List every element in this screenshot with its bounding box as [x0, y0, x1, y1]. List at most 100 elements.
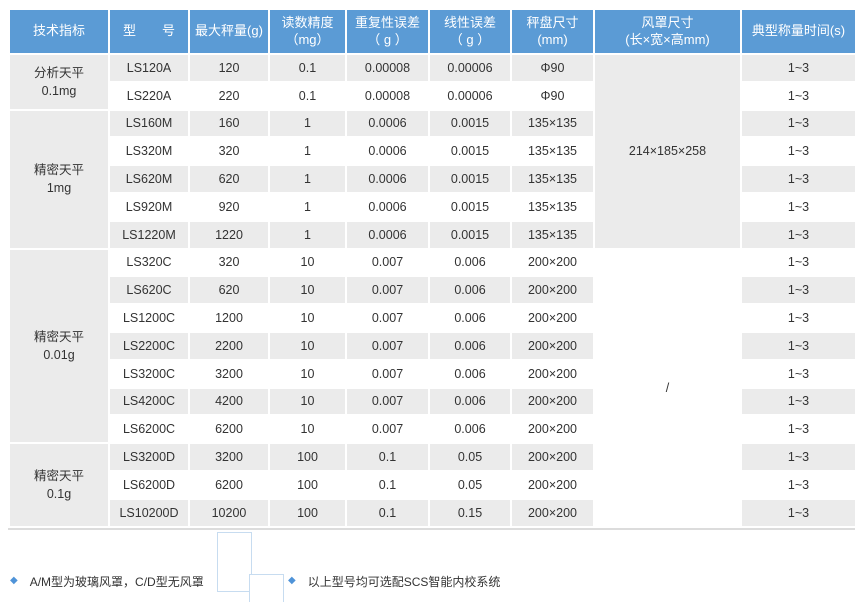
linear-cell: 0.006 [428, 330, 512, 361]
repeat-cell: 0.0006 [345, 108, 430, 139]
header-cell-7: 风罩尺寸 (长×宽×高mm) [593, 8, 742, 55]
pan-cell: 135×135 [510, 219, 595, 250]
max-cell: 3200 [188, 442, 270, 472]
table-row: LS1200C 1200 10 0.007 0.006 200×200 1~3 [9, 303, 857, 333]
table-row: LS920M 920 1 0.0006 0.0015 135×135 1~3 [9, 191, 857, 222]
repeat-cell: 0.0006 [345, 136, 430, 167]
table-row: LS6200D 6200 100 0.1 0.05 200×200 1~3 [9, 469, 857, 500]
max-cell: 120 [188, 53, 270, 83]
precision-cell: 10 [268, 275, 347, 306]
repeat-cell: 0.00008 [345, 80, 430, 111]
time-cell: 1~3 [740, 53, 857, 83]
model-cell: LS320C [108, 247, 190, 278]
max-cell: 320 [188, 136, 270, 167]
precision-cell: 100 [268, 469, 347, 500]
precision-cell: 1 [268, 219, 347, 250]
balance-spec-table: 技术指标型 号最大秤量(g) 读数精度 （mg） 重复性误差（ g ）线性误差（ g … [8, 8, 857, 528]
max-cell: 3200 [188, 358, 270, 389]
time-cell: 1~3 [740, 303, 857, 333]
header-cell-0: 技术指标 [8, 8, 110, 55]
max-cell: 920 [188, 191, 270, 222]
time-cell: 1~3 [740, 164, 857, 194]
linear-cell: 0.0015 [428, 219, 512, 250]
spec-table-wrap: 技术指标型 号最大秤量(g) 读数精度 （mg） 重复性误差（ g ）线性误差（ g … [8, 8, 857, 530]
linear-cell: 0.0015 [428, 191, 512, 222]
time-cell: 1~3 [740, 497, 857, 528]
repeat-cell: 0.0006 [345, 219, 430, 250]
precision-cell: 100 [268, 442, 347, 472]
max-cell: 10200 [188, 497, 270, 528]
linear-cell: 0.00006 [428, 53, 512, 83]
linear-cell: 0.006 [428, 358, 512, 389]
pan-cell: 200×200 [510, 386, 595, 417]
linear-cell: 0.006 [428, 414, 512, 445]
precision-cell: 0.1 [268, 80, 347, 111]
header-cell-2: 最大秤量(g) [188, 8, 270, 55]
time-cell: 1~3 [740, 80, 857, 111]
repeat-cell: 0.0006 [345, 191, 430, 222]
model-cell: LS2200C [108, 330, 190, 361]
pan-cell: 200×200 [510, 247, 595, 278]
model-cell: LS220A [108, 80, 190, 111]
model-cell: LS320M [108, 136, 190, 167]
pan-cell: 200×200 [510, 358, 595, 389]
time-cell: 1~3 [740, 330, 857, 361]
table-row: LS6200C 6200 10 0.007 0.006 200×200 1~3 [9, 414, 857, 445]
header-cell-6: 秤盘尺寸 (mm) [510, 8, 595, 55]
time-cell: 1~3 [740, 442, 857, 472]
group-cell: 精密天平 0.01g [8, 247, 110, 445]
repeat-cell: 0.007 [345, 386, 430, 417]
max-cell: 160 [188, 108, 270, 139]
model-cell: LS4200C [108, 386, 190, 417]
model-cell: LS160M [108, 108, 190, 139]
max-cell: 6200 [188, 469, 270, 500]
footnote-windshield-text: A/M型为玻璃风罩，C/D型无风罩 [29, 574, 204, 589]
model-cell: LS1200C [108, 303, 190, 333]
pan-cell: 135×135 [510, 136, 595, 167]
max-cell: 320 [188, 247, 270, 278]
pan-cell: 200×200 [510, 330, 595, 361]
pan-cell: 135×135 [510, 164, 595, 194]
model-cell: LS620C [108, 275, 190, 306]
time-cell: 1~3 [740, 108, 857, 139]
max-cell: 4200 [188, 386, 270, 417]
model-cell: LS10200D [108, 497, 190, 528]
time-cell: 1~3 [740, 386, 857, 417]
max-cell: 1200 [188, 303, 270, 333]
model-cell: LS6200C [108, 414, 190, 445]
precision-cell: 1 [268, 191, 347, 222]
linear-cell: 0.006 [428, 247, 512, 278]
table-body: 分析天平 0.1mg LS120A 120 0.1 0.00008 0.00006 Φ90 21… [8, 53, 857, 528]
footnote-calibration-text: 以上型号均可选配SCS智能内校系统 [307, 574, 501, 589]
pan-cell: Φ90 [510, 53, 595, 83]
table-row: LS320M 320 1 0.0006 0.0015 135×135 1~3 [9, 136, 857, 167]
time-cell: 1~3 [740, 275, 857, 306]
linear-cell: 0.0015 [428, 164, 512, 194]
table-row: LS620M 620 1 0.0006 0.0015 135×135 1~3 [9, 164, 857, 194]
windshield-cell: 214×185×258 [593, 53, 742, 250]
repeat-cell: 0.007 [345, 303, 430, 333]
decor-square [217, 532, 252, 592]
group-cell: 精密天平 1mg [8, 108, 110, 250]
time-cell: 1~3 [740, 469, 857, 500]
diamond-bullet-icon: ◆ [10, 575, 18, 586]
max-cell: 1220 [188, 219, 270, 250]
precision-cell: 10 [268, 247, 347, 278]
precision-cell: 0.1 [268, 53, 347, 83]
precision-cell: 100 [268, 497, 347, 528]
repeat-cell: 0.007 [345, 330, 430, 361]
pan-cell: 200×200 [510, 275, 595, 306]
group-cell: 分析天平 0.1mg [8, 53, 110, 111]
header-cell-4: 重复性误差（ g ） [345, 8, 430, 55]
table-row: LS220A 220 0.1 0.00008 0.00006 Φ90 1~3 [9, 80, 857, 111]
linear-cell: 0.006 [428, 386, 512, 417]
linear-cell: 0.0015 [428, 108, 512, 139]
precision-cell: 1 [268, 136, 347, 167]
pan-cell: 200×200 [510, 442, 595, 472]
table-row: 分析天平 0.1mg LS120A 120 0.1 0.00008 0.00006 Φ90 21… [8, 53, 857, 250]
table-header: 技术指标型 号最大秤量(g) 读数精度 （mg） 重复性误差（ g ）线性误差（ g … [8, 8, 857, 55]
max-cell: 220 [188, 80, 270, 111]
table-row: 精密天平 0.1g LS3200D 3200 100 0.1 0.05 200×200 1~3 [8, 442, 857, 528]
pan-cell: 200×200 [510, 303, 595, 333]
precision-cell: 10 [268, 414, 347, 445]
